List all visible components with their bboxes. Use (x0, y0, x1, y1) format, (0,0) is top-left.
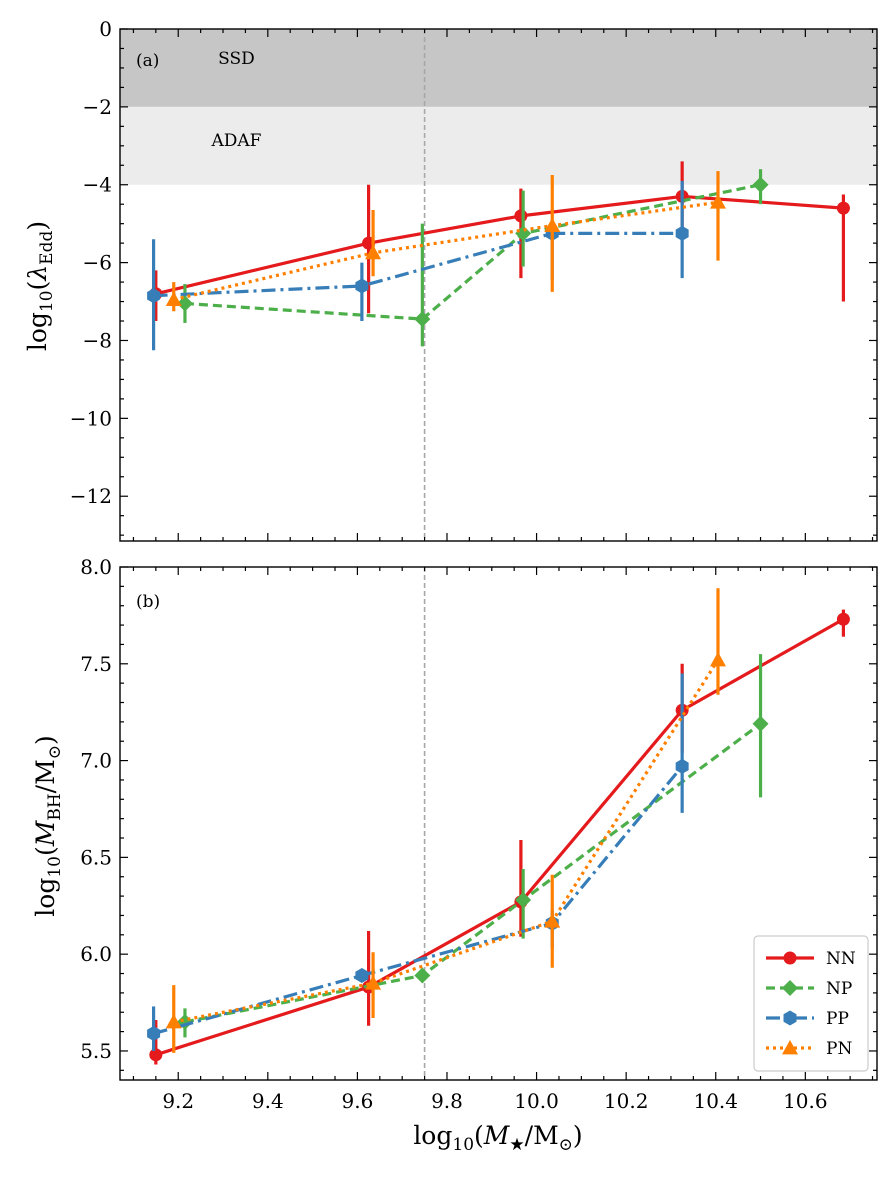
data-point (165, 291, 182, 307)
data-point (709, 651, 726, 667)
y-axis-label-b: log10(MBH/M⊙) (31, 735, 65, 916)
data-point (836, 201, 850, 215)
legend-entry-np: NP (766, 979, 852, 999)
series-nn (149, 161, 850, 322)
data-point (675, 758, 689, 774)
x-axis-label: log10(M★/M⊙) (413, 1121, 582, 1155)
legend-entry-pp: PP (766, 1009, 849, 1029)
plot-frame (119, 566, 878, 1081)
legend-entry-pn: PN (766, 1039, 852, 1059)
panel-b: 9.2 9.4 9.6 9.8 10.0 10.2 10.4 10.6 5.5 6.0 6.5 7.0… (31, 555, 878, 1113)
x-tick-label: 10.2 (604, 1089, 649, 1113)
data-point (414, 967, 431, 984)
data-point (414, 311, 431, 328)
legend-label: PN (826, 1039, 852, 1059)
series-line-np (184, 722, 762, 1024)
series-layer (147, 161, 850, 351)
series-layer (147, 588, 850, 1065)
data-point (752, 176, 769, 193)
y-tick-label: 5.5 (80, 1039, 112, 1063)
series-line-pp (153, 231, 683, 298)
x-tick-label: 9.4 (252, 1089, 284, 1113)
data-point (752, 715, 769, 732)
series-line-pn (173, 200, 719, 302)
y-tick-label: 7.5 (80, 652, 112, 676)
svg-text:log10(MBH/M⊙): log10(MBH/M⊙) (31, 735, 65, 916)
y-tick-label: 8.0 (80, 555, 112, 579)
axes-frame (119, 28, 878, 542)
series-nn (149, 609, 850, 1065)
panel-a: SSD ADAF 0 −2 −4 −6 −8 −10 −12 (a) log10(λEdd) (23, 17, 878, 542)
data-point (355, 967, 369, 983)
data-point (515, 891, 532, 908)
panel-b-tag: (b) (136, 592, 160, 612)
series-line-np (184, 183, 761, 321)
series-pn (165, 588, 726, 1053)
series-line-nn (155, 194, 844, 296)
legend-swatch-marker (783, 951, 797, 965)
y-tick-label: −6 (83, 251, 112, 275)
x-tick-label: 10.4 (693, 1089, 738, 1113)
band-ssd (120, 29, 877, 107)
y-tick-label: 7.0 (80, 749, 112, 773)
svg-text:log10(λEdd): log10(λEdd) (23, 221, 57, 351)
y-tick-label: −4 (83, 173, 112, 197)
data-point (355, 278, 369, 294)
data-point (544, 913, 561, 928)
data-point (165, 1013, 182, 1029)
svg-text:log10(M★/M⊙): log10(M★/M⊙) (413, 1121, 582, 1155)
data-point (365, 975, 382, 990)
ticks-layer: 0 −2 −4 −6 −8 −10 −12 (70, 17, 877, 541)
legend-label: PP (826, 1009, 849, 1029)
axes-frame (119, 566, 878, 1081)
band-label-ssd: SSD (218, 49, 255, 69)
y-tick-label: −8 (83, 328, 112, 352)
legend-entry-nn: NN (766, 949, 856, 969)
y-tick-label: 0 (99, 17, 112, 41)
ticks-layer: 9.2 9.4 9.6 9.8 10.0 10.2 10.4 10.6 5.5 6.0 6.5 7.0… (80, 555, 877, 1113)
x-tick-label: 9.2 (162, 1089, 194, 1113)
series-pp (147, 180, 689, 351)
data-point (149, 1048, 163, 1062)
series-line-nn (155, 617, 845, 1057)
plot-frame (119, 28, 878, 542)
series-pp (147, 673, 689, 1051)
x-tick-label: 9.6 (341, 1089, 373, 1113)
y-tick-label: −12 (70, 484, 112, 508)
series-pn (165, 171, 726, 312)
y-tick-label: 6.0 (80, 942, 112, 966)
x-tick-label: 10.6 (783, 1089, 828, 1113)
series-line-pn (173, 659, 720, 1024)
data-point (147, 1026, 161, 1042)
y-tick-label: 6.5 (80, 845, 112, 869)
data-point (675, 225, 689, 241)
band-label-adaf: ADAF (210, 131, 261, 151)
data-point (544, 217, 561, 233)
band-adaf (120, 106, 877, 185)
accretion-bands: SSD ADAF (120, 29, 877, 185)
data-point (836, 612, 850, 626)
data-point (365, 244, 382, 260)
legend-swatch-marker (782, 980, 798, 996)
legend-box (753, 935, 869, 1072)
data-point (147, 288, 161, 304)
legend-label: NN (826, 949, 856, 969)
legend: NN NP PP PN (753, 935, 869, 1072)
y-tick-label: −2 (83, 95, 112, 119)
data-point (709, 194, 726, 209)
panel-a-tag: (a) (136, 51, 159, 71)
legend-swatch-marker (782, 1040, 798, 1055)
data-point (514, 209, 528, 223)
y-tick-label: −10 (70, 406, 112, 430)
x-tick-label: 9.8 (431, 1089, 463, 1113)
series-np (176, 654, 769, 1038)
legend-swatch-marker (783, 1010, 797, 1026)
x-tick-label: 10.0 (514, 1089, 559, 1113)
y-axis-label-a: log10(λEdd) (23, 221, 57, 351)
legend-label: NP (826, 979, 852, 999)
